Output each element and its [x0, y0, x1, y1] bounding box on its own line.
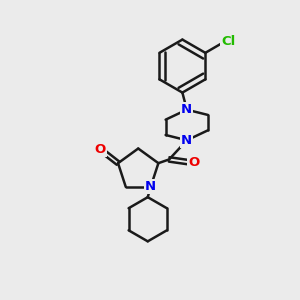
Text: Cl: Cl	[221, 35, 235, 48]
Text: N: N	[181, 134, 192, 147]
Text: O: O	[95, 143, 106, 156]
Text: N: N	[145, 180, 156, 194]
Text: O: O	[188, 156, 200, 169]
Text: N: N	[181, 103, 192, 116]
